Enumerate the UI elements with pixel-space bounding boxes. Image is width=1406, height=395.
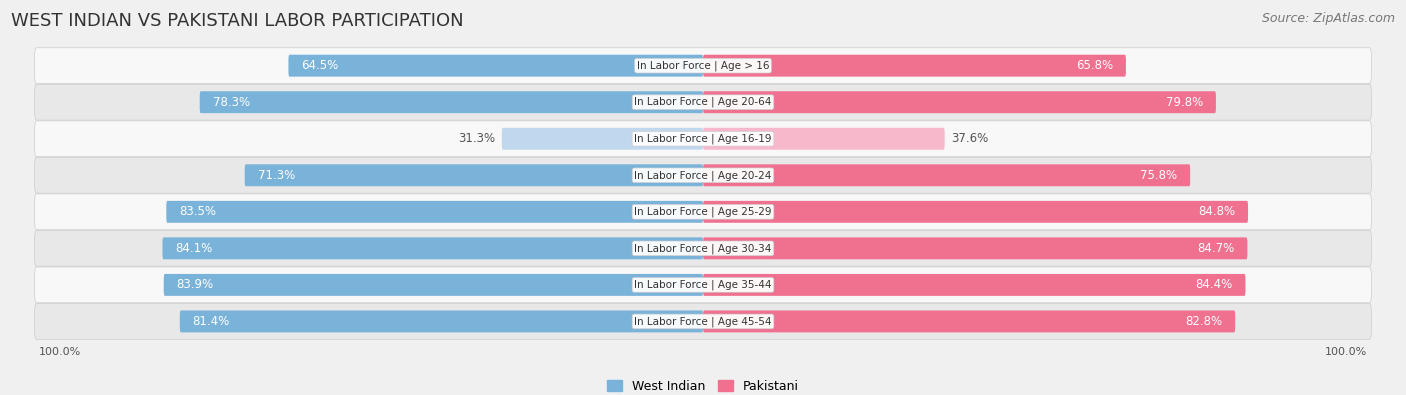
FancyBboxPatch shape bbox=[703, 91, 1216, 113]
FancyBboxPatch shape bbox=[703, 201, 1249, 223]
FancyBboxPatch shape bbox=[703, 128, 945, 150]
FancyBboxPatch shape bbox=[180, 310, 703, 332]
Text: Source: ZipAtlas.com: Source: ZipAtlas.com bbox=[1261, 12, 1395, 25]
FancyBboxPatch shape bbox=[163, 274, 703, 296]
Text: 84.7%: 84.7% bbox=[1198, 242, 1234, 255]
Text: In Labor Force | Age 45-54: In Labor Force | Age 45-54 bbox=[634, 316, 772, 327]
Text: 81.4%: 81.4% bbox=[193, 315, 231, 328]
Text: 84.8%: 84.8% bbox=[1198, 205, 1236, 218]
FancyBboxPatch shape bbox=[703, 55, 1126, 77]
FancyBboxPatch shape bbox=[163, 237, 703, 259]
Text: 84.1%: 84.1% bbox=[176, 242, 212, 255]
Text: 71.3%: 71.3% bbox=[257, 169, 295, 182]
Text: In Labor Force | Age > 16: In Labor Force | Age > 16 bbox=[637, 60, 769, 71]
FancyBboxPatch shape bbox=[35, 84, 1371, 120]
FancyBboxPatch shape bbox=[35, 230, 1371, 266]
Text: 65.8%: 65.8% bbox=[1076, 59, 1114, 72]
Text: In Labor Force | Age 20-64: In Labor Force | Age 20-64 bbox=[634, 97, 772, 107]
FancyBboxPatch shape bbox=[35, 303, 1371, 339]
FancyBboxPatch shape bbox=[35, 48, 1371, 84]
FancyBboxPatch shape bbox=[703, 274, 1246, 296]
Text: In Labor Force | Age 25-29: In Labor Force | Age 25-29 bbox=[634, 207, 772, 217]
FancyBboxPatch shape bbox=[502, 128, 703, 150]
Text: 37.6%: 37.6% bbox=[950, 132, 988, 145]
Text: 83.5%: 83.5% bbox=[179, 205, 217, 218]
Legend: West Indian, Pakistani: West Indian, Pakistani bbox=[602, 375, 804, 395]
Text: In Labor Force | Age 20-24: In Labor Force | Age 20-24 bbox=[634, 170, 772, 181]
FancyBboxPatch shape bbox=[166, 201, 703, 223]
Text: 79.8%: 79.8% bbox=[1166, 96, 1204, 109]
FancyBboxPatch shape bbox=[35, 194, 1371, 230]
Text: 78.3%: 78.3% bbox=[212, 96, 250, 109]
Text: 83.9%: 83.9% bbox=[177, 278, 214, 292]
FancyBboxPatch shape bbox=[288, 55, 703, 77]
Text: In Labor Force | Age 16-19: In Labor Force | Age 16-19 bbox=[634, 134, 772, 144]
FancyBboxPatch shape bbox=[703, 164, 1191, 186]
Text: In Labor Force | Age 35-44: In Labor Force | Age 35-44 bbox=[634, 280, 772, 290]
Text: 64.5%: 64.5% bbox=[301, 59, 339, 72]
Text: 75.8%: 75.8% bbox=[1140, 169, 1177, 182]
Text: WEST INDIAN VS PAKISTANI LABOR PARTICIPATION: WEST INDIAN VS PAKISTANI LABOR PARTICIPA… bbox=[11, 12, 464, 30]
Text: In Labor Force | Age 30-34: In Labor Force | Age 30-34 bbox=[634, 243, 772, 254]
FancyBboxPatch shape bbox=[703, 237, 1247, 259]
FancyBboxPatch shape bbox=[35, 267, 1371, 303]
FancyBboxPatch shape bbox=[703, 310, 1236, 332]
FancyBboxPatch shape bbox=[200, 91, 703, 113]
Text: 84.4%: 84.4% bbox=[1195, 278, 1233, 292]
Text: 82.8%: 82.8% bbox=[1185, 315, 1222, 328]
FancyBboxPatch shape bbox=[35, 157, 1371, 193]
Text: 31.3%: 31.3% bbox=[458, 132, 495, 145]
FancyBboxPatch shape bbox=[245, 164, 703, 186]
FancyBboxPatch shape bbox=[35, 121, 1371, 157]
